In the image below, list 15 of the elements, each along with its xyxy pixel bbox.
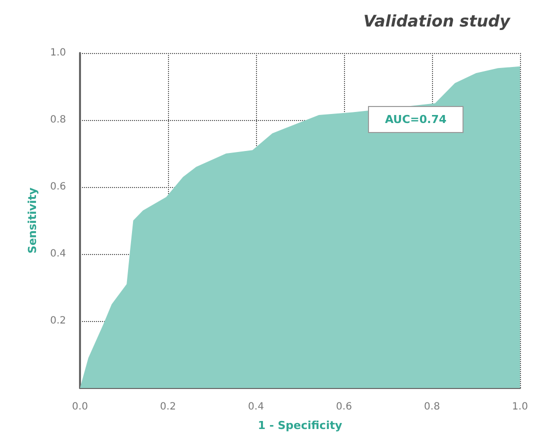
x-tick-label: 0.0 <box>72 402 88 412</box>
x-tick-label: 1.0 <box>512 402 528 412</box>
y-tick-label: 0.8 <box>50 114 66 126</box>
x-tick-label: 0.8 <box>424 402 440 412</box>
y-tick-label: 1.0 <box>50 48 66 58</box>
x-tick-label: 0.6 <box>336 402 352 412</box>
y-tick-label: 0.4 <box>50 248 66 260</box>
annotation: AUC=0.74 <box>385 113 447 126</box>
y-tick-label: 0.2 <box>50 316 66 326</box>
x-axis-title: 1 - Specificity <box>258 419 342 432</box>
y-tick-label: 0.6 <box>50 182 66 192</box>
x-tick-label: 0.4 <box>248 402 264 412</box>
y-axis-title: Sensitivity <box>26 188 39 254</box>
chart-title: Validation study <box>363 12 511 30</box>
x-tick-label: 0.2 <box>160 402 176 412</box>
